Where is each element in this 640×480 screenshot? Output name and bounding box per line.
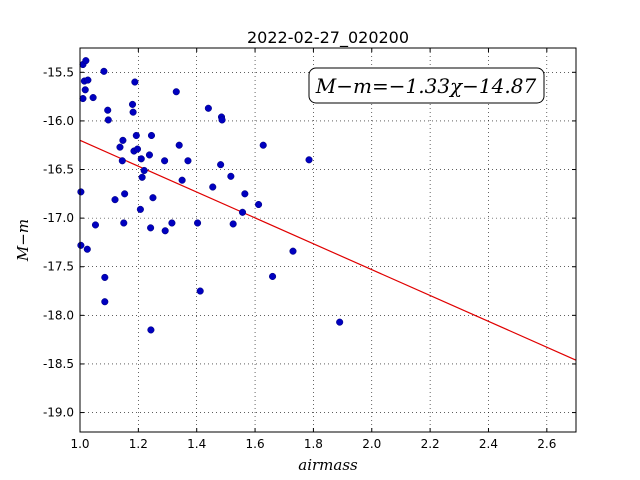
y-tick-label: -17.0 — [43, 211, 74, 225]
x-tick-label: 2.4 — [479, 437, 498, 451]
y-tick-labels: -15.5 -16.0 -16.5 -17.0 -17.5 -18.0 -18.5 -19.0 — [43, 65, 74, 419]
data-point — [137, 155, 145, 163]
data-point — [132, 131, 140, 140]
data-point — [81, 86, 89, 94]
data-point — [196, 287, 204, 295]
x-tick-label: 1.2 — [129, 437, 148, 451]
data-point — [172, 88, 180, 96]
data-point — [91, 221, 100, 229]
data-point — [147, 131, 156, 140]
x-tick-label: 2.0 — [362, 437, 381, 451]
plot-frame — [79, 47, 577, 433]
data-point — [147, 224, 155, 232]
data-point — [120, 219, 128, 227]
plot-background — [80, 48, 576, 432]
y-tick-label: -17.5 — [43, 260, 74, 274]
data-point — [255, 200, 263, 209]
grid — [79, 48, 576, 432]
y-tick-label: -15.5 — [43, 65, 74, 79]
data-point — [184, 157, 192, 165]
data-point — [227, 172, 235, 180]
y-axis-label: M−m — [14, 219, 32, 262]
data-point — [336, 318, 344, 326]
data-point — [118, 157, 126, 165]
data-point — [194, 219, 202, 227]
data-point — [259, 141, 267, 149]
data-point — [241, 190, 249, 198]
data-point — [178, 176, 186, 184]
data-point — [111, 196, 119, 204]
data-point — [77, 241, 85, 249]
data-point — [101, 298, 109, 306]
data-point — [145, 151, 153, 159]
data-point — [161, 227, 169, 235]
data-point — [133, 145, 142, 153]
data-point — [131, 78, 139, 86]
y-tick-label: -16.5 — [43, 163, 74, 177]
data-point — [140, 166, 148, 175]
data-point — [138, 173, 146, 181]
x-axis-label: airmass — [298, 456, 358, 474]
data-point — [217, 161, 225, 169]
data-point — [305, 156, 313, 164]
y-tick-label: -18.0 — [43, 308, 74, 322]
data-point — [161, 157, 169, 165]
fit-equation: M−m=−1.33χ−14.87 — [315, 74, 537, 98]
chart-title: 2022-02-27_020200 — [247, 28, 409, 48]
data-point — [119, 136, 127, 144]
fit-line — [79, 139, 577, 361]
y-tick-label: -18.5 — [43, 357, 74, 371]
x-tick-label: 1.0 — [70, 437, 89, 451]
plot-area — [77, 47, 577, 433]
data-point — [209, 183, 217, 191]
data-point — [104, 106, 112, 114]
scatter-points — [77, 57, 344, 334]
x-tick-label: 2.6 — [537, 437, 556, 451]
data-point — [101, 273, 109, 281]
y-tick-label: -19.0 — [43, 406, 74, 420]
data-point — [129, 108, 137, 116]
data-point — [147, 326, 155, 334]
data-point — [83, 245, 91, 253]
data-point — [116, 143, 124, 151]
data-point — [269, 272, 277, 281]
data-point — [149, 194, 157, 202]
data-point — [121, 190, 129, 198]
data-point — [77, 188, 85, 196]
data-point — [218, 116, 226, 124]
x-tick-label: 1.6 — [246, 437, 265, 451]
x-tick-label: 1.8 — [304, 437, 323, 451]
data-point — [204, 104, 212, 112]
fit-line-group — [79, 139, 577, 361]
data-point — [89, 94, 97, 102]
data-point — [82, 57, 90, 65]
data-point — [175, 141, 183, 149]
data-point — [104, 116, 112, 124]
annotation-box: M−m=−1.33χ−14.87 — [308, 67, 545, 104]
data-point — [136, 205, 144, 213]
data-point — [229, 220, 237, 228]
data-point — [100, 67, 108, 75]
data-point — [289, 247, 297, 255]
data-point — [79, 95, 87, 103]
annotation-frame — [308, 67, 545, 104]
data-point — [84, 76, 92, 84]
data-point — [128, 100, 137, 108]
x-tick-labels: 1.0 1.2 1.4 1.6 1.8 2.0 2.2 2.4 2.6 — [70, 437, 556, 451]
ticks — [79, 48, 576, 432]
data-point — [168, 219, 176, 227]
x-tick-label: 1.4 — [187, 437, 206, 451]
x-tick-label: 2.2 — [421, 437, 440, 451]
y-tick-label: -16.0 — [43, 114, 74, 128]
data-point — [238, 208, 247, 216]
